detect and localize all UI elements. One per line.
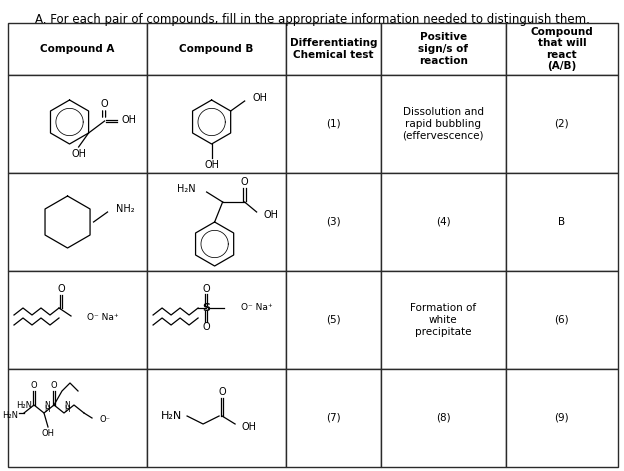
Bar bbox=[506, 369, 618, 467]
Text: (8): (8) bbox=[436, 413, 451, 423]
Text: Dissolution and
rapid bubbling
(effervescence): Dissolution and rapid bubbling (efferves… bbox=[402, 107, 484, 141]
Text: OH: OH bbox=[122, 115, 137, 125]
Text: N: N bbox=[44, 400, 50, 409]
Text: Compound A: Compound A bbox=[41, 44, 115, 54]
Bar bbox=[381, 75, 506, 173]
Bar bbox=[147, 23, 286, 75]
Bar bbox=[381, 369, 506, 467]
Text: OH: OH bbox=[253, 93, 268, 103]
Text: OH: OH bbox=[241, 422, 256, 432]
Bar bbox=[506, 271, 618, 369]
Bar bbox=[286, 369, 381, 467]
Text: H₂N: H₂N bbox=[2, 412, 18, 421]
Text: O: O bbox=[31, 382, 37, 390]
Bar bbox=[506, 75, 618, 173]
Text: Compound B: Compound B bbox=[180, 44, 254, 54]
Bar bbox=[147, 75, 286, 173]
Text: (9): (9) bbox=[555, 413, 569, 423]
Text: OH: OH bbox=[42, 430, 54, 439]
Text: Differentiating
Chemical test: Differentiating Chemical test bbox=[290, 38, 377, 60]
Bar bbox=[8, 369, 147, 467]
Text: (3): (3) bbox=[326, 217, 341, 227]
Text: A. For each pair of compounds, fill in the appropriate information needed to dis: A. For each pair of compounds, fill in t… bbox=[34, 13, 590, 26]
Text: OH: OH bbox=[71, 149, 86, 159]
Text: Compound
that will
react
(A/B): Compound that will react (A/B) bbox=[530, 26, 593, 72]
Bar bbox=[381, 271, 506, 369]
Text: (7): (7) bbox=[326, 413, 341, 423]
Text: (4): (4) bbox=[436, 217, 451, 227]
Text: O: O bbox=[51, 382, 57, 390]
Text: O⁻: O⁻ bbox=[100, 415, 111, 424]
Bar bbox=[8, 23, 147, 75]
Text: (5): (5) bbox=[326, 315, 341, 325]
Bar bbox=[381, 173, 506, 271]
Text: O: O bbox=[202, 322, 210, 332]
Bar bbox=[147, 173, 286, 271]
Text: N: N bbox=[64, 400, 70, 409]
Bar bbox=[286, 271, 381, 369]
Text: Formation of
white
precipitate: Formation of white precipitate bbox=[410, 303, 476, 337]
Text: O: O bbox=[101, 99, 109, 109]
Text: Positive
sign/s of
reaction: Positive sign/s of reaction bbox=[418, 32, 468, 65]
Text: O: O bbox=[241, 177, 248, 187]
Bar bbox=[147, 271, 286, 369]
Text: O⁻ Na⁺: O⁻ Na⁺ bbox=[241, 303, 273, 312]
Bar bbox=[506, 23, 618, 75]
Text: (6): (6) bbox=[555, 315, 569, 325]
Text: H: H bbox=[64, 406, 70, 414]
Bar bbox=[8, 173, 147, 271]
Bar bbox=[286, 173, 381, 271]
Text: O⁻ Na⁺: O⁻ Na⁺ bbox=[87, 312, 119, 322]
Text: H₂N: H₂N bbox=[16, 401, 32, 411]
Text: (2): (2) bbox=[555, 119, 569, 129]
Text: O: O bbox=[202, 284, 210, 294]
Text: (1): (1) bbox=[326, 119, 341, 129]
Bar bbox=[8, 271, 147, 369]
Text: H: H bbox=[44, 406, 50, 414]
Bar bbox=[286, 75, 381, 173]
Text: S: S bbox=[202, 303, 210, 313]
Bar bbox=[8, 75, 147, 173]
Text: O: O bbox=[218, 387, 226, 397]
Text: O: O bbox=[57, 284, 65, 294]
Text: OH: OH bbox=[263, 210, 279, 220]
Text: H₂N: H₂N bbox=[161, 411, 182, 421]
Text: B: B bbox=[558, 217, 565, 227]
Text: OH: OH bbox=[204, 160, 219, 170]
Bar bbox=[506, 173, 618, 271]
Text: NH₂: NH₂ bbox=[115, 204, 134, 214]
Bar bbox=[147, 369, 286, 467]
Text: H₂N: H₂N bbox=[177, 184, 195, 194]
Bar bbox=[381, 23, 506, 75]
Bar bbox=[286, 23, 381, 75]
